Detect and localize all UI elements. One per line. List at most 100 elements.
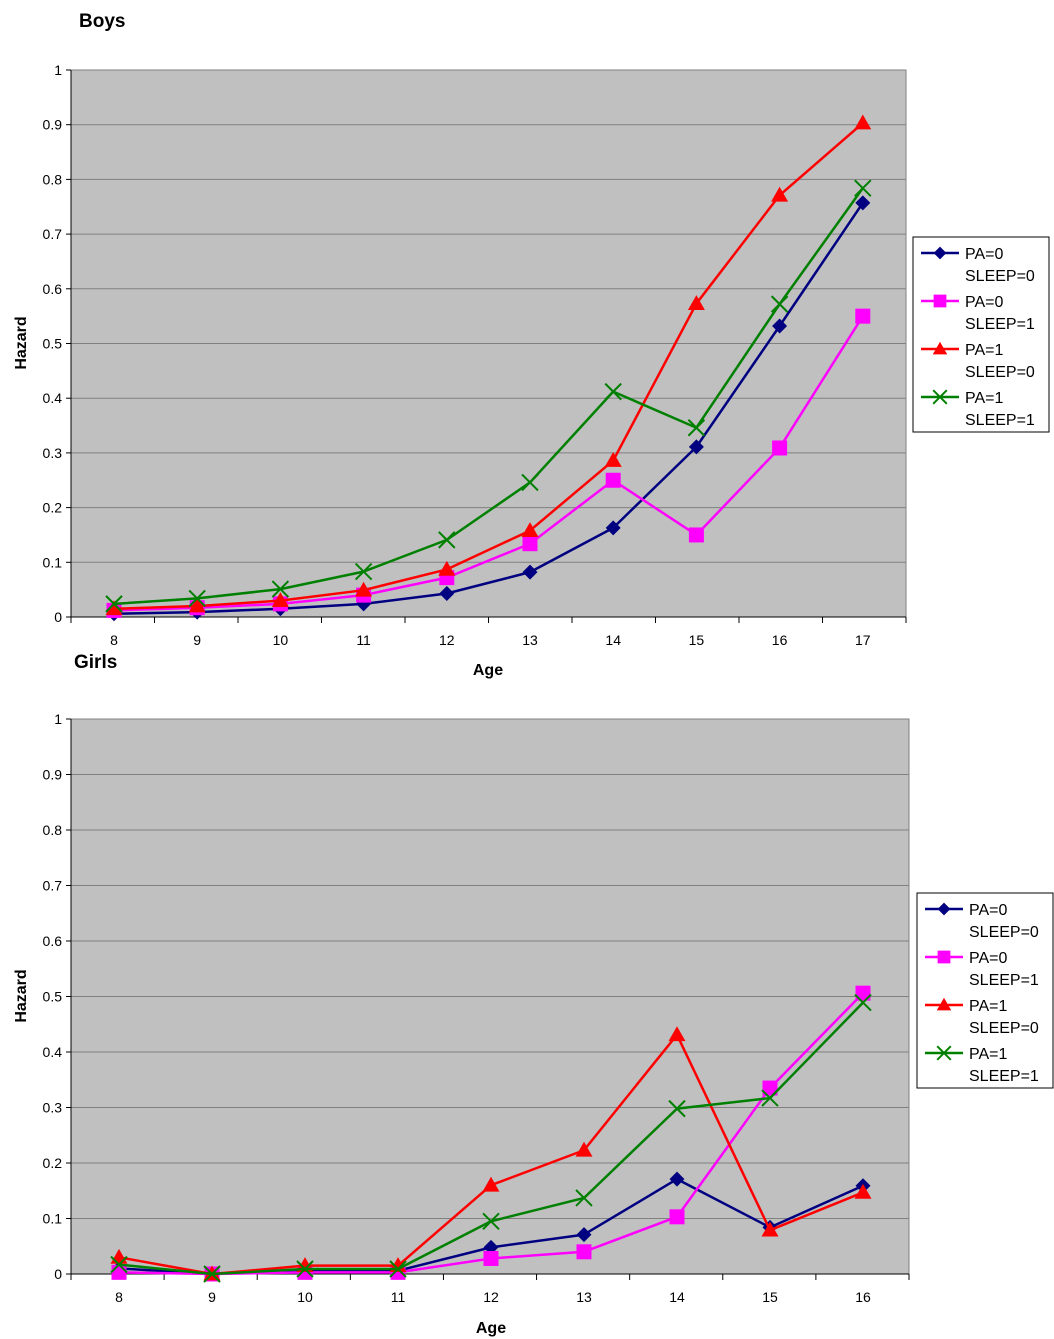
girls-gridlines (70, 718, 909, 1275)
boys-data-point (605, 472, 621, 488)
boys-x-tick-label: 12 (439, 632, 455, 648)
girls-legend: PA=0 SLEEP=0 PA=0 SLEEP=1 PA=1 SLEEP=0 PA=1 SLE… (916, 892, 1054, 1089)
boys-y-tick-label: 0.1 (43, 554, 63, 570)
girls-x-axis-ticks: 8 9 10 11 12 13 14 15 16 (70, 1274, 910, 1305)
boys-series-group (105, 114, 872, 622)
boys-legend-marker (932, 341, 948, 355)
boys-y-tick-label: 0.4 (43, 390, 63, 406)
boys-x-tick-label: 15 (689, 632, 705, 648)
boys-series-line (113, 202, 864, 615)
boys-legend-marker (932, 389, 948, 405)
girls-legend-marker (936, 997, 952, 1011)
boys-data-point (605, 520, 621, 536)
boys-data-point (188, 589, 206, 608)
girls-x-tick-label: 16 (855, 1289, 871, 1305)
girls-y-tick-label: 0.3 (43, 1100, 63, 1116)
girls-legend-label-line2: SLEEP=0 (969, 924, 1039, 941)
boys-data-point (438, 560, 456, 576)
girls-legend-box (916, 892, 1054, 1089)
boys-data-point (105, 595, 123, 613)
girls-x-tick-label: 14 (669, 1289, 685, 1305)
boys-chart: Boys 0 0.1 0.2 0.3 0.4 0.5 0.6 0.7 0.8 0.9 1 8 9 10 1… (13, 11, 1050, 679)
girls-y-tick-label: 0.1 (43, 1211, 63, 1227)
girls-y-tick-label: 1 (54, 711, 62, 727)
boys-legend-item: PA=0 SLEEP=0 (921, 246, 1035, 285)
girls-data-point (575, 1189, 593, 1207)
boys-data-point (439, 585, 455, 601)
girls-x-tick-label: 11 (391, 1289, 406, 1305)
boys-gridlines (70, 69, 906, 618)
boys-y-axis-title: Hazard (13, 316, 30, 369)
girls-y-tick-label: 0.6 (43, 933, 63, 949)
girls-series-3 (110, 993, 872, 1283)
girls-data-point (296, 1260, 314, 1278)
boys-series-2 (105, 114, 872, 616)
boys-legend-box (912, 236, 1050, 433)
girls-legend-label-line2: SLEEP=1 (969, 972, 1039, 989)
girls-data-point (389, 1260, 407, 1278)
boys-legend-label-line2: SLEEP=1 (965, 316, 1035, 333)
boys-series-line (113, 187, 864, 606)
girls-x-tick-label: 10 (297, 1289, 313, 1305)
girls-y-tick-label: 0.5 (43, 989, 63, 1005)
girls-legend-marker (936, 1045, 952, 1061)
boys-data-point (438, 531, 456, 549)
girls-data-point (111, 1264, 127, 1280)
girls-legend-label-line1: PA=0 (969, 902, 1008, 919)
boys-legend-item: PA=1 SLEEP=1 (921, 389, 1035, 429)
girls-x-axis-title: Age (476, 1320, 506, 1337)
boys-data-point (355, 581, 373, 597)
girls-data-point (482, 1212, 500, 1230)
boys-legend-label-line1: PA=1 (965, 390, 1004, 407)
boys-data-point (687, 419, 706, 437)
boys-legend-label-line2: SLEEP=1 (965, 412, 1035, 429)
girls-data-point (854, 993, 872, 1012)
girls-y-tick-label: 0 (54, 1266, 62, 1282)
boys-y-tick-label: 0 (54, 609, 62, 625)
boys-data-point (772, 440, 788, 456)
boys-data-point (105, 600, 123, 616)
boys-y-tick-label: 0.2 (43, 500, 63, 516)
girls-data-point (854, 1183, 872, 1199)
girls-data-point (483, 1250, 499, 1266)
girls-legend-item: PA=0 SLEEP=1 (925, 950, 1039, 989)
boys-legend-item: PA=1 SLEEP=0 (921, 341, 1035, 381)
boys-y-tick-label: 0.6 (43, 281, 63, 297)
boys-legend: PA=0 SLEEP=0 PA=0 SLEEP=1 PA=1 SLEEP=0 PA=1 SLE… (912, 236, 1050, 433)
girls-chart: Girls 0 0.1 0.2 0.3 0.4 0.5 0.6 0.7 0.8 0.9 1 8 9 10… (13, 652, 1054, 1337)
girls-legend-label-line2: SLEEP=1 (969, 1068, 1039, 1085)
girls-chart-title: Girls (74, 652, 117, 673)
girls-legend-label-line1: PA=1 (969, 998, 1008, 1015)
girls-data-point (762, 1080, 778, 1096)
girls-data-point (669, 1171, 685, 1187)
boys-x-tick-label: 13 (522, 632, 538, 648)
boys-legend-label-line2: SLEEP=0 (965, 364, 1035, 381)
girls-y-axis-ticks: 0 0.1 0.2 0.3 0.4 0.5 0.6 0.7 0.8 0.9 1 (43, 711, 71, 1282)
girls-y-tick-label: 0.7 (43, 878, 63, 894)
boys-data-point (354, 562, 373, 581)
boys-series-line (113, 122, 864, 611)
boys-series-3 (105, 179, 872, 613)
boys-data-point (522, 564, 538, 580)
boys-y-tick-label: 1 (54, 62, 62, 78)
boys-y-tick-label: 0.5 (43, 336, 63, 352)
boys-data-point (522, 536, 538, 552)
girls-data-point (482, 1176, 500, 1192)
girls-legend-label-line2: SLEEP=0 (969, 1020, 1039, 1037)
girls-y-axis-title: Hazard (13, 969, 30, 1022)
girls-data-point (761, 1089, 779, 1107)
boys-data-point (687, 295, 705, 310)
girls-x-tick-label: 8 (115, 1289, 123, 1305)
boys-x-axis-title: Age (473, 662, 503, 679)
girls-data-point (110, 1255, 128, 1274)
boys-data-point (855, 195, 871, 211)
girls-data-point (761, 1221, 779, 1237)
girls-legend-item: PA=0 SLEEP=0 (925, 902, 1039, 941)
boys-data-point (604, 452, 622, 467)
boys-chart-title: Boys (79, 11, 125, 32)
girls-data-point (203, 1265, 221, 1283)
boys-data-point (688, 439, 704, 455)
girls-legend-label-line1: PA=1 (969, 1046, 1008, 1063)
boys-data-point (772, 318, 788, 334)
